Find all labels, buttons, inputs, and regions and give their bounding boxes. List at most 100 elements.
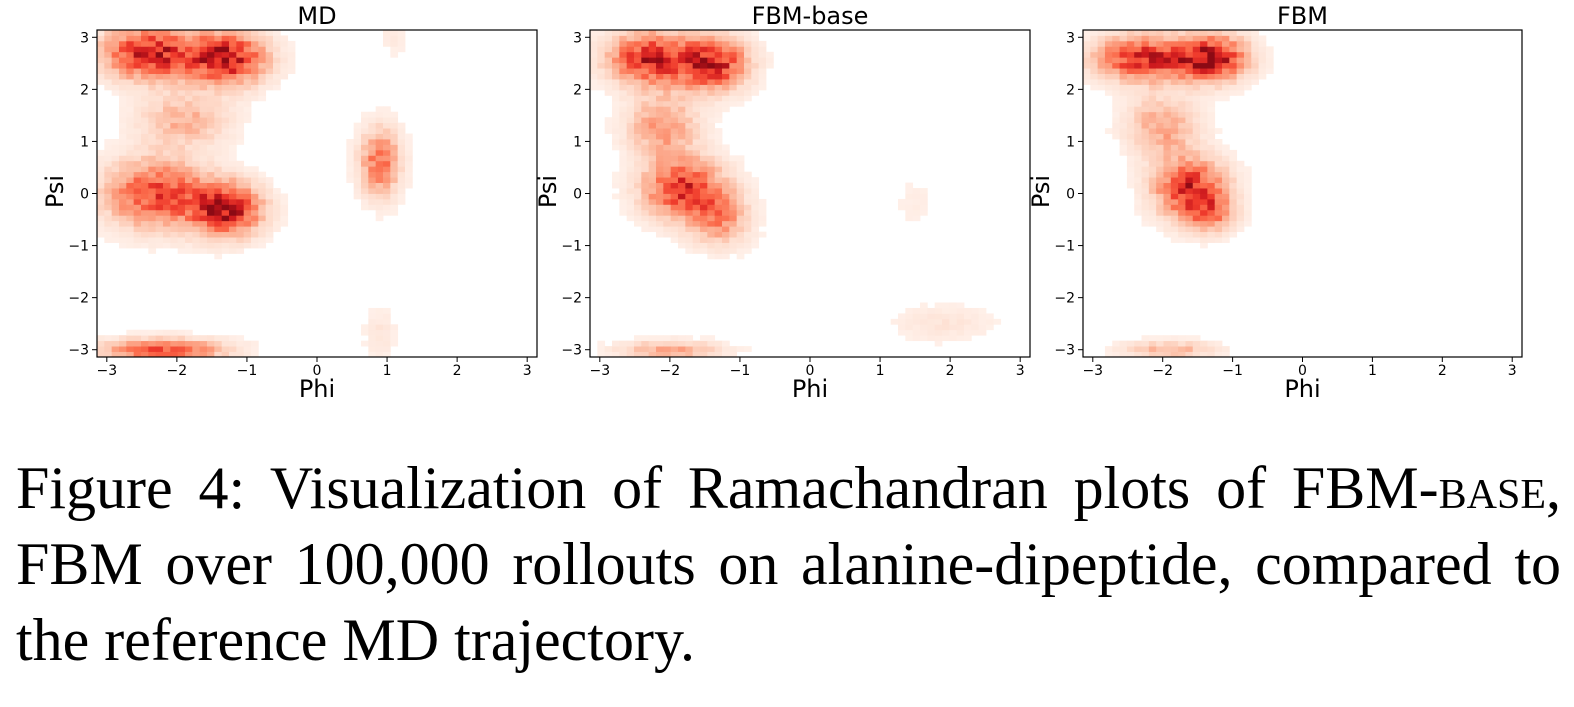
- heatmap-bin: [612, 106, 620, 113]
- heatmap-bin: [1185, 79, 1194, 85]
- heatmap-bin: [148, 149, 157, 156]
- heatmap-bin: [163, 35, 171, 42]
- heatmap-bin: [148, 79, 157, 85]
- heatmap-bin: [170, 242, 179, 249]
- heatmap-bin: [1163, 166, 1172, 173]
- heatmap-bin: [692, 79, 701, 85]
- heatmap-bin: [104, 155, 113, 162]
- heatmap-bin: [1185, 62, 1194, 69]
- heatmap-bin: [207, 177, 215, 183]
- heatmap-bin: [221, 95, 230, 102]
- heatmap-bin: [148, 171, 157, 178]
- heatmap-bin: [700, 100, 708, 107]
- heatmap-bin: [1178, 57, 1186, 64]
- heatmap-bin: [905, 209, 914, 216]
- heatmap-bin: [251, 51, 259, 58]
- heatmap-bin: [177, 46, 186, 53]
- heatmap-bin: [1236, 220, 1245, 227]
- heatmap-bin: [729, 226, 738, 233]
- heatmap-bin: [243, 35, 252, 42]
- heatmap-bin: [678, 46, 686, 53]
- heatmap-bin: [656, 106, 664, 113]
- heatmap-bin: [214, 100, 223, 107]
- heatmap-bin: [97, 51, 105, 58]
- heatmap-bin: [700, 46, 708, 53]
- heatmap-bin: [1148, 30, 1157, 36]
- heatmap-bin: [1141, 117, 1150, 124]
- heatmap-bin: [199, 73, 208, 80]
- heatmap-bin: [634, 160, 642, 167]
- heatmap-bin: [700, 351, 708, 358]
- heatmap-bin: [1148, 215, 1157, 222]
- heatmap-bin: [700, 171, 708, 178]
- heatmap-bin: [722, 46, 730, 53]
- heatmap-bin: [185, 95, 193, 102]
- heatmap-bin: [692, 204, 701, 211]
- heatmap-bin: [185, 79, 193, 85]
- heatmap-bin: [714, 340, 723, 347]
- heatmap-bin: [1119, 30, 1128, 36]
- heatmap-bin: [361, 188, 369, 194]
- heatmap-bin: [192, 40, 201, 47]
- heatmap-bin: [353, 155, 362, 162]
- heatmap-bin: [1083, 68, 1091, 74]
- heatmap-bin: [722, 220, 730, 227]
- heatmap-bin: [685, 30, 694, 36]
- heatmap-bin: [229, 30, 237, 36]
- heatmap-bin: [1214, 68, 1223, 74]
- heatmap-bin: [1222, 237, 1230, 243]
- heatmap-bin: [656, 46, 664, 53]
- heatmap-bin: [920, 302, 928, 309]
- heatmap-bin: [141, 46, 149, 53]
- heatmap-bin: [626, 215, 635, 222]
- heatmap-bin: [148, 160, 157, 167]
- heatmap-bin: [346, 166, 355, 173]
- heatmap-bin: [280, 51, 289, 58]
- heatmap-bin: [1192, 40, 1201, 47]
- heatmap-bin: [604, 79, 613, 85]
- heatmap-bin: [1185, 226, 1194, 233]
- heatmap-bin: [751, 79, 760, 85]
- heatmap-bin: [1200, 122, 1208, 129]
- heatmap-bin: [192, 95, 201, 102]
- heatmap-bin: [1134, 111, 1142, 118]
- heatmap-bin: [758, 51, 767, 58]
- heatmap-bin: [214, 182, 223, 189]
- heatmap-bin: [119, 155, 127, 162]
- heatmap-bin: [648, 84, 657, 91]
- heatmap-bin: [280, 198, 289, 205]
- heatmap-bin: [97, 160, 105, 167]
- heatmap-bin: [1163, 40, 1172, 47]
- heatmap-bin: [1178, 111, 1186, 118]
- heatmap-bin: [634, 335, 642, 342]
- heatmap-bin: [133, 30, 142, 36]
- heatmap-bin: [163, 144, 171, 151]
- heatmap-bin: [744, 198, 752, 205]
- heatmap-bin: [170, 182, 179, 189]
- heatmap-bin: [390, 198, 399, 205]
- heatmap-bin: [612, 193, 620, 200]
- heatmap-bin: [1222, 177, 1230, 183]
- heatmap-bin: [383, 198, 391, 205]
- heatmap-bin: [927, 307, 936, 314]
- heatmap-bin: [714, 149, 723, 156]
- heatmap-bin: [405, 133, 413, 140]
- heatmap-bin: [700, 73, 708, 80]
- heatmap-bin: [692, 122, 701, 129]
- heatmap-bin: [751, 226, 760, 233]
- heatmap-bin: [619, 51, 628, 58]
- heatmap-bin: [1207, 122, 1216, 129]
- heatmap-bin: [265, 79, 274, 85]
- heatmap-bin: [927, 313, 936, 320]
- heatmap-bin: [119, 198, 127, 205]
- heatmap-bin: [243, 220, 252, 227]
- heatmap-bin: [1112, 79, 1120, 85]
- heatmap-bin: [670, 231, 679, 238]
- heatmap-bin: [1170, 89, 1179, 96]
- heatmap-bin: [111, 335, 120, 342]
- heatmap-bin: [1178, 188, 1186, 194]
- heatmap-bin: [192, 30, 201, 36]
- heatmap-bin: [192, 89, 201, 96]
- heatmap-bin: [199, 204, 208, 211]
- heatmap-bin: [663, 340, 672, 347]
